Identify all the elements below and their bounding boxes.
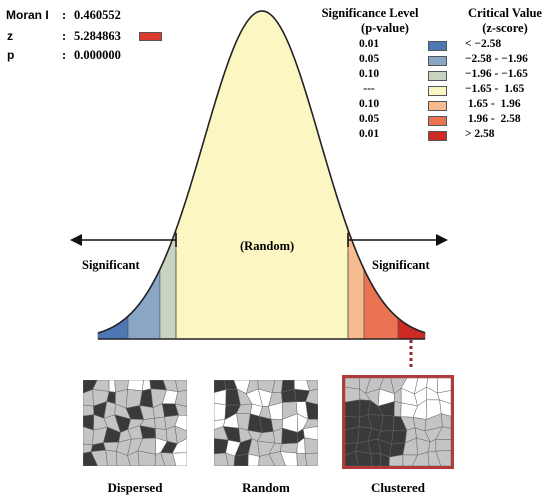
legend-z-range: −1.96 - −1.65 <box>465 68 528 80</box>
map-polygon <box>304 437 319 454</box>
map-polygon <box>213 389 227 406</box>
legend-swatch <box>428 56 447 66</box>
legend-row: 0.05 −2.58 - −1.96 <box>352 53 548 68</box>
legend-p-value: --- <box>363 83 375 95</box>
map-polygon <box>355 450 373 467</box>
map-polygon <box>435 438 452 452</box>
curve-outline <box>97 10 426 334</box>
legend-z-header-line2: (z-score) <box>482 21 528 35</box>
legend-z-range: > 2.58 <box>465 128 495 140</box>
legend-z-header-line1: Critical Value <box>468 6 542 20</box>
legend-p-header: Significance Level (p-value) <box>300 6 440 36</box>
right-arrow-icon <box>347 233 448 247</box>
stat-value-z: 5.284863 <box>74 29 121 43</box>
map-polygon <box>233 453 249 467</box>
legend-swatch <box>428 86 447 96</box>
legend-p-header-line2: (p-value) <box>361 21 409 35</box>
legend-z-range: 1.65 - 1.96 <box>465 98 521 110</box>
legend-p-value: 0.10 <box>358 98 380 110</box>
map-polygon <box>105 449 118 467</box>
map-clustered <box>342 375 454 469</box>
significant-label-left: Significant <box>82 258 140 272</box>
clustered-pattern-map <box>344 377 452 467</box>
map-polygon <box>247 453 260 467</box>
legend-p-value: 0.01 <box>358 38 380 50</box>
legend-swatch <box>428 131 447 141</box>
legend-p-value: 0.10 <box>358 68 380 80</box>
map-polygons <box>82 379 188 467</box>
legend-row: 0.01 > 2.58 <box>352 128 548 143</box>
legend-p-header-line1: Significance Level <box>321 6 419 20</box>
legend-row: 0.10 −1.96 - −1.65 <box>352 68 548 83</box>
legend-p-value: 0.01 <box>358 128 380 140</box>
random-label: (Random) <box>240 239 295 253</box>
random-pattern-map <box>213 379 319 467</box>
legend-z-range: −2.58 - −1.96 <box>465 53 528 65</box>
map-caption-clustered: Clustered <box>371 480 425 495</box>
map-polygon <box>82 404 95 417</box>
stat-colon: : <box>62 48 67 62</box>
legend-z-range: −1.65 - 1.65 <box>465 83 525 95</box>
map-polygon <box>391 429 408 445</box>
map-polygons <box>344 377 452 467</box>
map-polygon <box>213 402 227 421</box>
significant-label-right: Significant <box>372 258 430 272</box>
map-polygon <box>108 379 116 393</box>
region-z-neg196-to-neg165 <box>159 229 177 340</box>
map-caption-dispersed: Dispersed <box>107 480 163 495</box>
map-caption-random: Random <box>242 480 290 495</box>
legend-swatch <box>428 101 447 111</box>
map-polygon <box>82 426 94 446</box>
stat-label-p: p <box>7 48 15 62</box>
map-polygon <box>370 453 382 467</box>
stat-colon: : <box>62 29 67 43</box>
dispersed-pattern-map <box>82 379 188 467</box>
map-polygon <box>441 413 452 429</box>
region-z-165-to-196 <box>347 229 365 340</box>
stat-value-moran: 0.460552 <box>74 8 121 22</box>
left-arrow-icon <box>70 233 177 247</box>
map-polygon <box>154 416 167 430</box>
legend-p-value: 0.05 <box>358 113 380 125</box>
legend-row: 0.10 1.65 - 1.96 <box>352 98 548 113</box>
legend-row: 0.01 < −2.58 <box>352 38 548 53</box>
legend-row: --- −1.65 - 1.65 <box>352 83 548 98</box>
map-random <box>213 379 319 467</box>
map-polygons <box>213 379 319 467</box>
map-dispersed <box>82 379 188 467</box>
map-polygon <box>393 401 402 417</box>
stat-colon: : <box>62 8 67 22</box>
z-score-color-swatch <box>139 32 162 41</box>
legend-p-value: 0.05 <box>358 53 380 65</box>
map-polygon <box>380 414 395 432</box>
map-polygon <box>344 399 361 418</box>
legend-row: 0.05 1.96 - 2.58 <box>352 113 548 128</box>
legend-swatch <box>428 41 447 51</box>
map-polygon <box>127 379 144 392</box>
stats-block: Moran I : 0.460552 z : 5.284863 p : 0.00… <box>6 4 166 64</box>
map-polygon <box>305 452 319 467</box>
legend-z-range: 1.96 - 2.58 <box>465 113 521 125</box>
stat-value-p: 0.000000 <box>74 48 121 62</box>
legend-z-header: Critical Value (z-score) <box>455 6 550 36</box>
region-z-random <box>175 10 349 340</box>
stat-label-z: z <box>7 29 13 43</box>
normal-distribution-curve <box>70 10 448 370</box>
legend-swatch <box>428 116 447 126</box>
stat-label-moran: Moran I <box>6 8 49 22</box>
legend-z-range: < −2.58 <box>465 38 502 50</box>
legend-swatch <box>428 71 447 81</box>
